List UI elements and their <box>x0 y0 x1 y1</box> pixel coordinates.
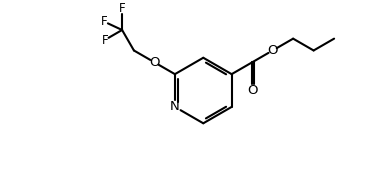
Text: N: N <box>170 100 180 113</box>
Text: F: F <box>101 15 107 28</box>
Text: O: O <box>267 44 278 57</box>
Text: O: O <box>247 84 258 97</box>
Text: F: F <box>102 34 108 46</box>
Text: F: F <box>119 2 125 15</box>
Text: O: O <box>149 56 160 69</box>
